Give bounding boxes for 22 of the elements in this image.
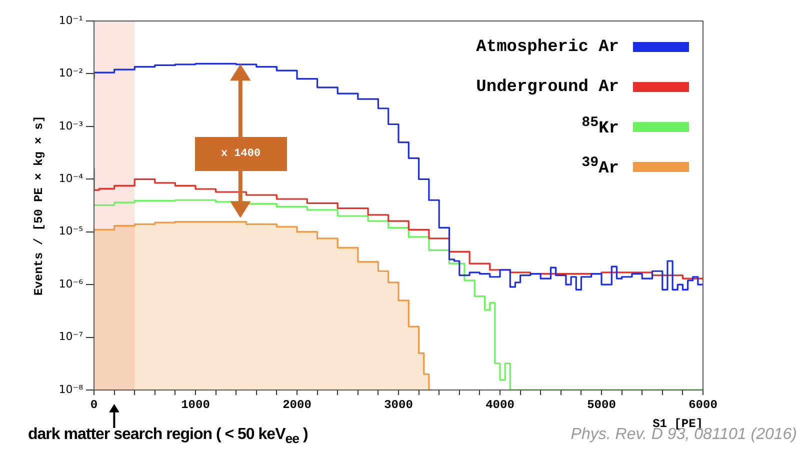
y-tick-label: 10⁻⁵ [58, 224, 83, 238]
legend-label: Underground Ar [476, 78, 619, 96]
x-tick-label: 3000 [384, 398, 413, 412]
y-tick-label: 10⁻⁸ [58, 382, 84, 396]
legend-label: $^{39}$Ar [582, 155, 619, 179]
y-tick-label: 10⁻¹ [58, 14, 83, 27]
y-tick-label: 10⁻⁴ [58, 172, 84, 185]
x-tick-label: 6000 [688, 398, 718, 412]
y-tick-label: 10⁻⁷ [58, 330, 83, 344]
callout-box: x 1400 [194, 136, 287, 171]
legend-label: Atmospheric Ar [476, 38, 619, 56]
x-tick-label: 5000 [587, 398, 616, 412]
legend-label: $^{85}$Kr [582, 115, 619, 139]
x-tick-label: 0 [90, 398, 98, 412]
y-tick-label: 10⁻³ [58, 119, 83, 132]
x-tick-label: 1000 [181, 398, 210, 412]
x-tick-label: 4000 [486, 398, 514, 412]
y-tick-label: 10⁻⁶ [58, 277, 84, 290]
x-tick-label: 2000 [282, 398, 312, 412]
text: dark matter search region ( < 50 keV$_{ee}$ ) [28, 426, 308, 446]
y-tick-label: 10⁻² [58, 66, 83, 80]
y-axis-title: Events / [50 PE × kg × s] [32, 115, 46, 296]
